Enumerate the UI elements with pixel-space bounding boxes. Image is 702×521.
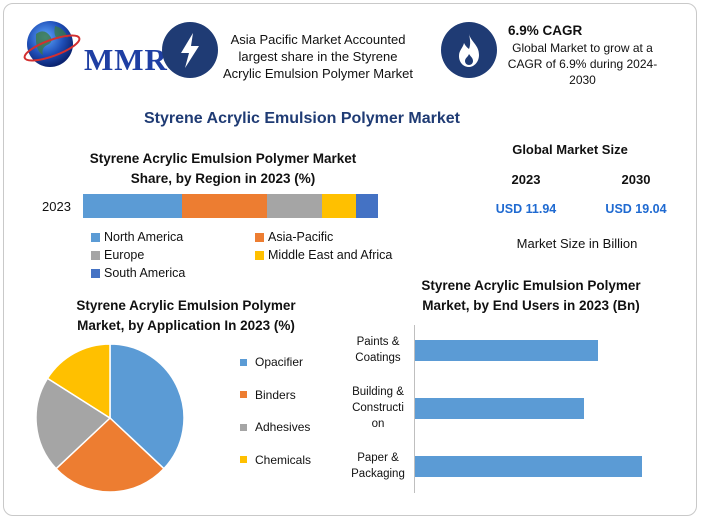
region-chart-title-line-1: Styrene Acrylic Emulsion Polymer Market (89, 151, 357, 166)
main-title: Styrene Acrylic Emulsion Polymer Market (144, 110, 460, 127)
end-users-category-label: Paints & Coatings (343, 334, 413, 366)
pie-legend-item: Chemicals (240, 453, 311, 467)
highlight-2-line-1: Global Market to grow at a (512, 41, 653, 55)
region-legend-item: Middle East and Africa (255, 248, 392, 262)
pie-slice (35, 377, 112, 470)
pie-legend-item: Binders (240, 388, 296, 402)
legend-swatch (255, 250, 264, 260)
region-legend-item: Asia-Pacific (255, 230, 333, 244)
legend-label: Binders (255, 387, 296, 402)
category-label-line: Paper & (357, 452, 399, 464)
end-users-category-label: Building & Constructi on (343, 384, 413, 432)
highlight-2-line-2: CAGR of 6.9% during 2024- (507, 57, 658, 71)
global-size-value-1: USD 11.94 (495, 202, 557, 216)
highlight-2-text: Global Market to grow at a CAGR of 6.9% … (500, 40, 665, 88)
highlight-1-line-3: Acrylic Emulsion Polymer Market (223, 66, 413, 81)
pie-slice (46, 343, 111, 420)
global-size-value-2: USD 19.04 (605, 202, 667, 216)
application-chart-title-line-1: Styrene Acrylic Emulsion Polymer (76, 298, 296, 313)
highlight-badge-2 (441, 22, 497, 78)
region-bar-segment (267, 194, 322, 218)
globe-icon (23, 21, 81, 67)
category-label-line: Packaging (351, 468, 405, 480)
region-chart-title: Styrene Acrylic Emulsion Polymer Market … (40, 149, 406, 189)
region-legend-item: Europe (91, 248, 144, 262)
application-chart-title: Styrene Acrylic Emulsion Polymer Market,… (36, 296, 336, 336)
pie-slice (109, 343, 185, 470)
region-legend-item: South America (91, 266, 185, 280)
logo-text: MMR (84, 42, 168, 77)
region-bar-segment (181, 194, 268, 218)
category-label-line: Coatings (355, 352, 401, 364)
category-label-line: Constructi (352, 402, 404, 414)
cagr-title: 6.9% CAGR (508, 23, 583, 38)
legend-swatch (91, 250, 100, 260)
legend-swatch (240, 358, 247, 366)
highlight-badge-1 (162, 22, 218, 78)
lightning-bolt-icon (181, 33, 199, 68)
category-label-line: on (371, 418, 385, 430)
pie-slice (54, 416, 166, 493)
end-users-chart-title-line-1: Styrene Acrylic Emulsion Polymer (421, 278, 641, 293)
flame-icon (459, 34, 479, 67)
highlight-2-line-3: 2030 (569, 73, 596, 87)
category-label-line: Paints & (356, 336, 400, 348)
mmr-logo: MMR (22, 14, 167, 77)
legend-label: Adhesives (255, 420, 311, 434)
global-size-year-2: 2030 (621, 172, 651, 187)
application-chart-title-line-2: Market, by Application In 2023 (%) (77, 318, 295, 333)
application-pie-chart (35, 343, 185, 493)
end-users-bar (415, 456, 642, 477)
legend-label: South America (104, 266, 186, 280)
region-bar-segment (355, 194, 378, 218)
pie-legend-item: Opacifier (240, 355, 303, 369)
legend-swatch (91, 232, 100, 242)
region-bar-segment (321, 194, 356, 218)
legend-swatch (240, 391, 247, 398)
legend-label: Asia-Pacific (268, 230, 334, 244)
end-users-chart-title-line-2: Market, by End Users in 2023 (Bn) (422, 298, 640, 313)
legend-label: North America (104, 230, 184, 244)
end-users-bar (415, 398, 584, 419)
legend-label: Opacifier (255, 355, 304, 369)
highlight-1-line-2: largest share in the Styrene (238, 49, 398, 64)
legend-label: Chemicals (255, 452, 312, 467)
global-size-note: Market Size in Billion (516, 236, 638, 251)
legend-swatch (240, 423, 247, 431)
end-users-category-label: Paper & Packaging (343, 450, 413, 482)
infographic-frame (3, 3, 697, 516)
highlight-1-text: Asia Pacific Market Accounted largest sh… (212, 31, 424, 82)
end-users-bar (415, 340, 599, 361)
region-chart-category-label: 2023 (42, 199, 71, 214)
category-label-line: Building & (352, 386, 404, 398)
region-chart-title-line-2: Share, by Region in 2023 (%) (130, 171, 316, 186)
pie-legend-item: Adhesives (240, 420, 310, 434)
global-size-title: Global Market Size (512, 142, 628, 157)
region-stacked-bar (83, 194, 378, 218)
legend-label: Middle East and Africa (268, 248, 393, 262)
end-users-chart-axis (414, 325, 415, 493)
region-legend-item: North America (91, 230, 183, 244)
legend-label: Europe (104, 248, 145, 262)
legend-swatch (255, 232, 264, 242)
global-size-year-1: 2023 (511, 172, 541, 187)
highlight-1-line-1: Asia Pacific Market Accounted (230, 32, 406, 47)
region-bar-segment (83, 194, 182, 218)
legend-swatch (91, 268, 100, 278)
end-users-chart-title: Styrene Acrylic Emulsion Polymer Market,… (378, 276, 684, 316)
legend-swatch (240, 456, 247, 463)
